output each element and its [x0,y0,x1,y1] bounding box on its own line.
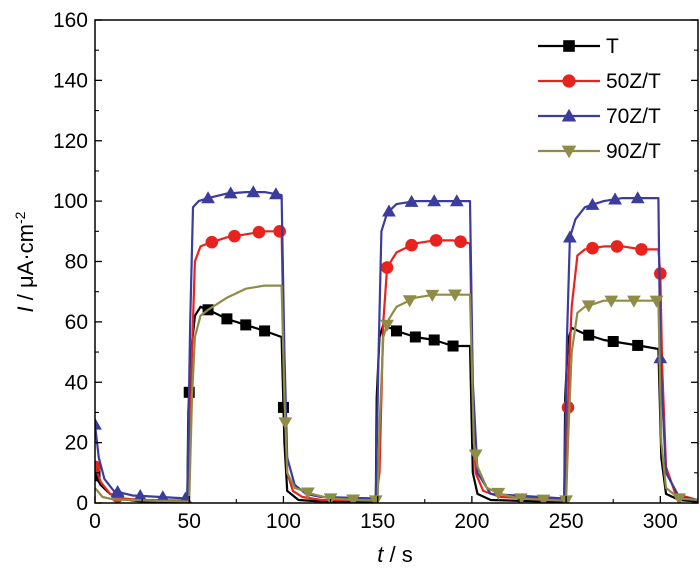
data-point [402,295,417,308]
y-tick-label: 100 [53,190,88,213]
data-point [273,225,286,238]
legend-marker [561,145,577,159]
data-point [221,313,233,325]
legend-label: 90Z/T [606,140,661,163]
x-tick-label: 50 [178,510,201,533]
data-point [581,300,596,313]
legend-item: 70Z/T [538,105,661,128]
data-point [585,197,600,210]
data-point [391,325,402,337]
data-point [110,484,125,497]
data-point [205,235,219,249]
legend-marker [563,40,575,52]
data-point [608,192,622,205]
data-point [380,261,394,274]
x-tick-label: 250 [549,510,584,533]
data-point [449,194,464,207]
y-tick-label: 20 [65,432,88,455]
legend: T 50Z/T 70Z/T 90Z/T [538,35,661,163]
data-point [491,487,506,500]
data-point [630,191,645,204]
legend-item: 50Z/T [538,70,661,93]
series-line [95,230,699,502]
data-point [627,295,641,308]
data-point [632,339,644,351]
data-point [223,186,238,199]
data-point [277,401,289,413]
x-tick-label: 200 [454,510,489,533]
data-point [259,325,271,337]
legend-item: 90Z/T [538,140,661,163]
data-point [607,335,619,347]
data-point [649,295,664,308]
x-tick-label: 0 [89,510,101,533]
data-point [269,187,283,200]
data-point [425,289,440,302]
data-point [513,493,528,503]
data-point [201,191,215,204]
y-tick-label: 0 [76,492,88,515]
data-point [561,401,575,414]
data-point [368,495,383,503]
x-tick-label: 300 [643,510,678,533]
data-point [155,490,170,503]
data-point [586,241,599,255]
data-point [301,487,315,500]
data-point [562,230,577,243]
legend-item: T [538,35,619,58]
legend-label: 50Z/T [606,70,661,93]
data-point [427,194,442,207]
y-tick-label: 40 [65,371,88,394]
data-point [95,417,102,430]
y-tick-label: 60 [65,311,88,334]
data-point [429,234,443,247]
x-axis-title: t / s [377,542,412,567]
data-point [672,493,687,503]
legend-marker [561,108,577,122]
data-point [228,229,241,243]
data-point [610,240,624,253]
data-point [468,449,483,462]
data-point [133,488,148,502]
data-point [428,334,440,346]
data-point [323,493,338,503]
series-layer [95,185,699,503]
data-point [246,185,261,198]
data-point [380,319,394,332]
ticks-layer: 0 50 100 150 200 250 300 0 20 40 60 80 100 120 140 160 [53,9,698,533]
data-point [583,329,595,341]
data-point [604,295,619,308]
y-tick-label: 120 [53,130,88,153]
series-70Z/T [95,185,699,503]
data-point [382,204,396,217]
y-tick-label: 80 [65,251,88,274]
y-axis-title: I / μA·cm-2 [12,211,38,312]
y-tick-label: 140 [53,69,88,92]
data-point [454,235,467,249]
legend-label: T [606,35,619,58]
x-tick-label: 150 [360,510,395,533]
data-point [536,494,551,503]
data-point [252,225,266,239]
data-point [346,494,361,503]
legend-marker [562,74,576,88]
data-point [447,340,459,352]
data-point [240,319,252,331]
series-50Z/T [95,225,699,503]
series-90Z/T [95,284,699,503]
y-tick-label: 160 [53,9,88,32]
data-point [635,243,648,256]
data-point [405,238,418,252]
x-tick-label: 100 [266,510,301,533]
series-line [95,191,699,502]
data-point [448,289,462,302]
legend-label: 70Z/T [606,105,661,128]
series-T [95,304,699,503]
data-point [278,417,293,430]
data-point [409,331,421,343]
data-point [404,194,419,207]
